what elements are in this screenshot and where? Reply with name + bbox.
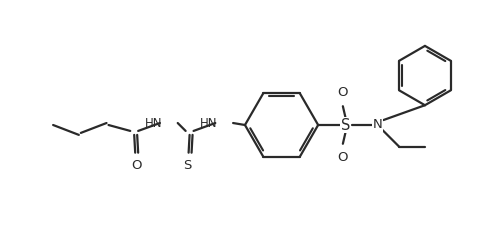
Text: S: S [341,118,350,132]
Text: O: O [338,151,348,164]
Text: HN: HN [144,116,162,130]
Text: N: N [373,118,382,132]
Text: O: O [338,86,348,99]
Text: O: O [131,158,141,172]
Text: S: S [183,158,192,172]
Text: HN: HN [200,116,217,130]
